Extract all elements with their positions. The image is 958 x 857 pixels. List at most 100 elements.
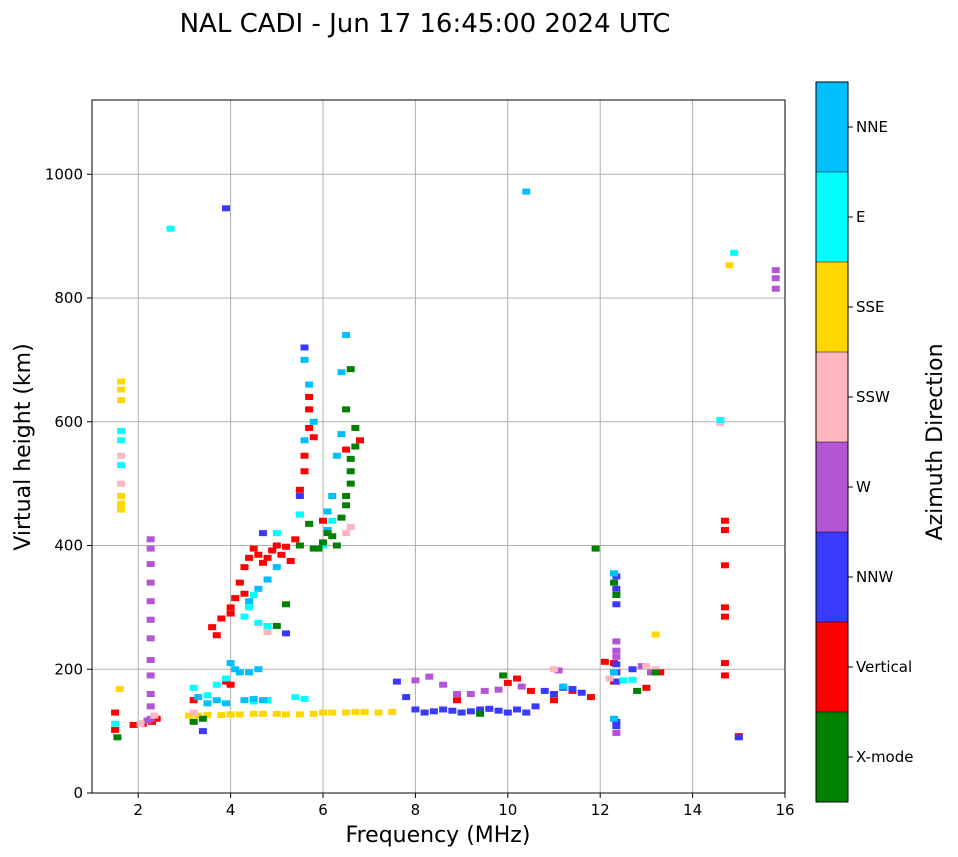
colorbar-tick-label: E (856, 208, 865, 226)
series-nnw (198, 205, 743, 741)
data-point (355, 437, 364, 444)
data-point (117, 480, 126, 487)
data-point (328, 533, 337, 540)
data-point (146, 545, 155, 552)
data-point (217, 615, 226, 622)
data-point (346, 468, 355, 475)
data-point (392, 678, 401, 685)
data-point (411, 677, 420, 684)
data-point (466, 691, 475, 697)
data-point (272, 710, 281, 717)
data-point (254, 551, 263, 558)
colorbar-tick-label: NNW (856, 568, 893, 586)
series-e (111, 225, 739, 727)
data-point (235, 669, 244, 676)
data-point (517, 683, 526, 690)
data-point (245, 554, 254, 561)
data-point (402, 694, 411, 701)
data-point (258, 710, 267, 717)
data-point (328, 493, 337, 499)
data-point (720, 517, 729, 524)
data-point (771, 275, 780, 282)
data-point (263, 554, 272, 561)
data-point (203, 712, 212, 719)
data-point (235, 579, 244, 586)
data-point (429, 708, 438, 715)
data-point (612, 678, 621, 685)
data-point (346, 366, 355, 373)
x-axis-label: Frequency (MHz) (346, 823, 531, 848)
data-point (249, 592, 258, 598)
data-point (480, 687, 489, 694)
data-point (513, 675, 522, 682)
data-point (332, 542, 341, 549)
colorbar-frame (815, 81, 849, 803)
data-point (258, 559, 267, 566)
data-point (309, 418, 318, 425)
series-sse (115, 262, 734, 719)
data-point (360, 708, 369, 715)
data-point (194, 694, 203, 701)
data-point (411, 706, 420, 713)
colorbar-tick-label: W (856, 478, 871, 496)
y-tick-label: 200 (54, 660, 83, 678)
data-point (226, 711, 235, 718)
data-point (146, 536, 155, 543)
data-point (619, 677, 628, 684)
data-point (610, 715, 619, 722)
data-point (272, 530, 281, 537)
data-point (117, 397, 126, 404)
data-point (494, 707, 503, 714)
data-point (323, 508, 332, 515)
colorbar-tick-label: SSW (856, 388, 890, 406)
data-point (439, 706, 448, 713)
data-point (185, 712, 194, 719)
data-point (612, 592, 621, 598)
colorbar-label: Azimuth Direction (923, 343, 948, 540)
data-point (337, 369, 346, 376)
data-point (221, 700, 230, 707)
x-tick-label: 2 (133, 801, 143, 819)
data-point (146, 579, 155, 586)
data-point (605, 675, 614, 682)
series-w (143, 267, 780, 736)
data-point (612, 638, 621, 645)
data-point (143, 717, 152, 724)
data-point (286, 557, 295, 564)
data-point (117, 437, 126, 444)
colorbar-tick-label: Vertical (856, 658, 912, 676)
data-point (117, 462, 126, 469)
colorbar-segment (816, 352, 848, 442)
data-point (282, 543, 291, 550)
data-point (221, 678, 230, 685)
data-point (258, 530, 267, 537)
data-point (628, 666, 637, 673)
data-point (136, 720, 145, 727)
data-point (295, 511, 304, 518)
data-point (499, 672, 508, 679)
data-point (245, 669, 254, 676)
series-ssw (117, 419, 725, 727)
data-point (503, 679, 512, 686)
data-point (522, 709, 531, 716)
data-point (526, 687, 535, 694)
data-point (295, 493, 304, 499)
data-point (550, 666, 558, 673)
data-point (240, 697, 249, 704)
x-tick-label: 14 (683, 801, 702, 819)
y-axis-label: Virtual height (km) (11, 343, 36, 550)
colorbar-segment (816, 622, 848, 712)
data-point (117, 493, 126, 499)
y-tick-label: 1000 (45, 165, 83, 183)
x-tick-label: 8 (411, 801, 421, 819)
data-point (148, 718, 157, 725)
data-point (342, 530, 351, 537)
data-point (610, 669, 619, 676)
data-point (189, 684, 198, 691)
data-point (300, 356, 309, 363)
data-point (295, 711, 304, 718)
data-point (522, 188, 531, 195)
data-point (342, 332, 351, 339)
data-point (559, 683, 568, 690)
data-point (282, 711, 291, 718)
